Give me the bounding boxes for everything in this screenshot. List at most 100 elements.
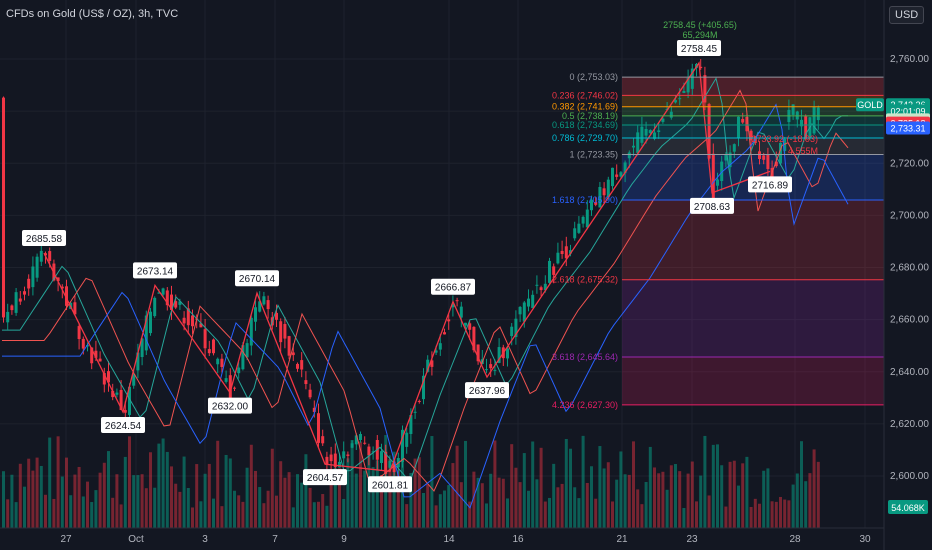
price-axis-bg [884,0,932,550]
volume-bar [564,438,568,528]
price-tick-label: 2,620.00 [890,419,929,430]
candle-body [657,130,661,133]
volume-bar [77,466,81,528]
volume-bar [317,501,320,528]
currency-button[interactable]: USD [889,6,925,24]
candle-body [459,306,463,318]
volume-bar [531,441,535,528]
time-tick-label: 28 [789,534,801,545]
volume-bar [493,440,497,528]
swing-label: 2601.81 [372,480,409,491]
candle-body [447,319,451,322]
candle-body [174,301,178,308]
candle-body [728,152,732,168]
volume-bar [270,448,274,528]
volume-bar [577,498,581,528]
candle-body [65,286,68,306]
volume-bar [35,457,39,528]
candle-body [564,246,568,259]
candle-body [153,297,157,317]
candle-body [6,311,10,323]
swing-label: 2708.63 [694,202,731,213]
volume-bar [795,473,799,528]
candle-body [31,266,35,288]
symbol-tag: GOLD [857,100,883,110]
volume-bar [506,498,509,528]
candle-body [119,389,123,411]
measure-lower-sublabel: 4,555M [788,146,818,156]
volume-label-box [888,500,928,514]
volume-bar [48,437,52,528]
volume-bar [455,445,459,528]
volume-bar [510,444,514,528]
candle-body [758,151,761,159]
candle-body [94,350,98,358]
candle-body [241,345,245,370]
volume-bar [665,489,669,528]
swing-label: 2624.54 [105,421,142,432]
ma-line-fast [2,77,848,483]
volume-bar [653,467,656,528]
fib-label: 0.236 (2,746.02) [552,90,618,100]
candle-body [401,429,404,462]
volume-bar [812,449,816,528]
candle-body [359,434,362,441]
fib-label: 1 (2,723.35) [569,150,618,160]
volume-bar [711,444,715,528]
volume-bar [300,482,304,528]
volume-bar [69,495,73,528]
candle-body [438,343,442,350]
volume-bar [279,461,283,528]
candle-body [413,411,417,413]
candle-body [510,326,514,337]
candle-body [367,446,371,456]
volume-bar [476,477,480,528]
candle-body [800,119,803,127]
volume-bar [65,457,68,528]
volume-bar [480,483,484,528]
volume-bar [329,475,333,528]
candle-body [354,435,358,445]
volume-bar [174,483,178,528]
volume-bar [371,467,375,528]
volume-bar [212,498,215,528]
volume-bar [527,490,530,528]
volume-bar [447,485,451,528]
candle-body [539,287,543,291]
candle-body [56,277,60,282]
volume-bar [224,454,228,528]
volume-label: 54.068K [891,503,925,513]
volume-bar [266,490,270,528]
candle-body [60,286,64,289]
candle-body [741,118,745,123]
swing-label-box [101,417,145,434]
symbol-tag-box [856,98,884,112]
candle-body [644,128,648,136]
volume-bar [81,496,85,528]
volume-bar [678,471,682,528]
candle-body [237,367,241,374]
candle-body [678,98,682,100]
candle-body [531,294,535,309]
candle-body [136,352,140,371]
candle-body [39,250,43,262]
swing-label-box [22,229,66,246]
candle-body [149,311,152,334]
time-tick-label: 16 [512,534,524,545]
candle-body [430,360,434,367]
volume-bar [569,448,572,528]
volume-bar [648,446,652,528]
measure-sublabel: 65,294M [682,30,717,40]
volume-bar [157,443,161,528]
volume-bar [682,507,686,528]
time-tick-label: 23 [686,534,698,545]
volume-bar [161,438,165,528]
swing-label-box [368,476,412,493]
volume-bar [60,476,64,528]
fib-label: 0.618 (2,734.69) [552,120,618,130]
volume-bar [291,507,295,528]
price-tick-label: 2,600.00 [890,471,929,482]
time-tick-label: 21 [616,534,628,545]
candle-body [543,283,547,291]
